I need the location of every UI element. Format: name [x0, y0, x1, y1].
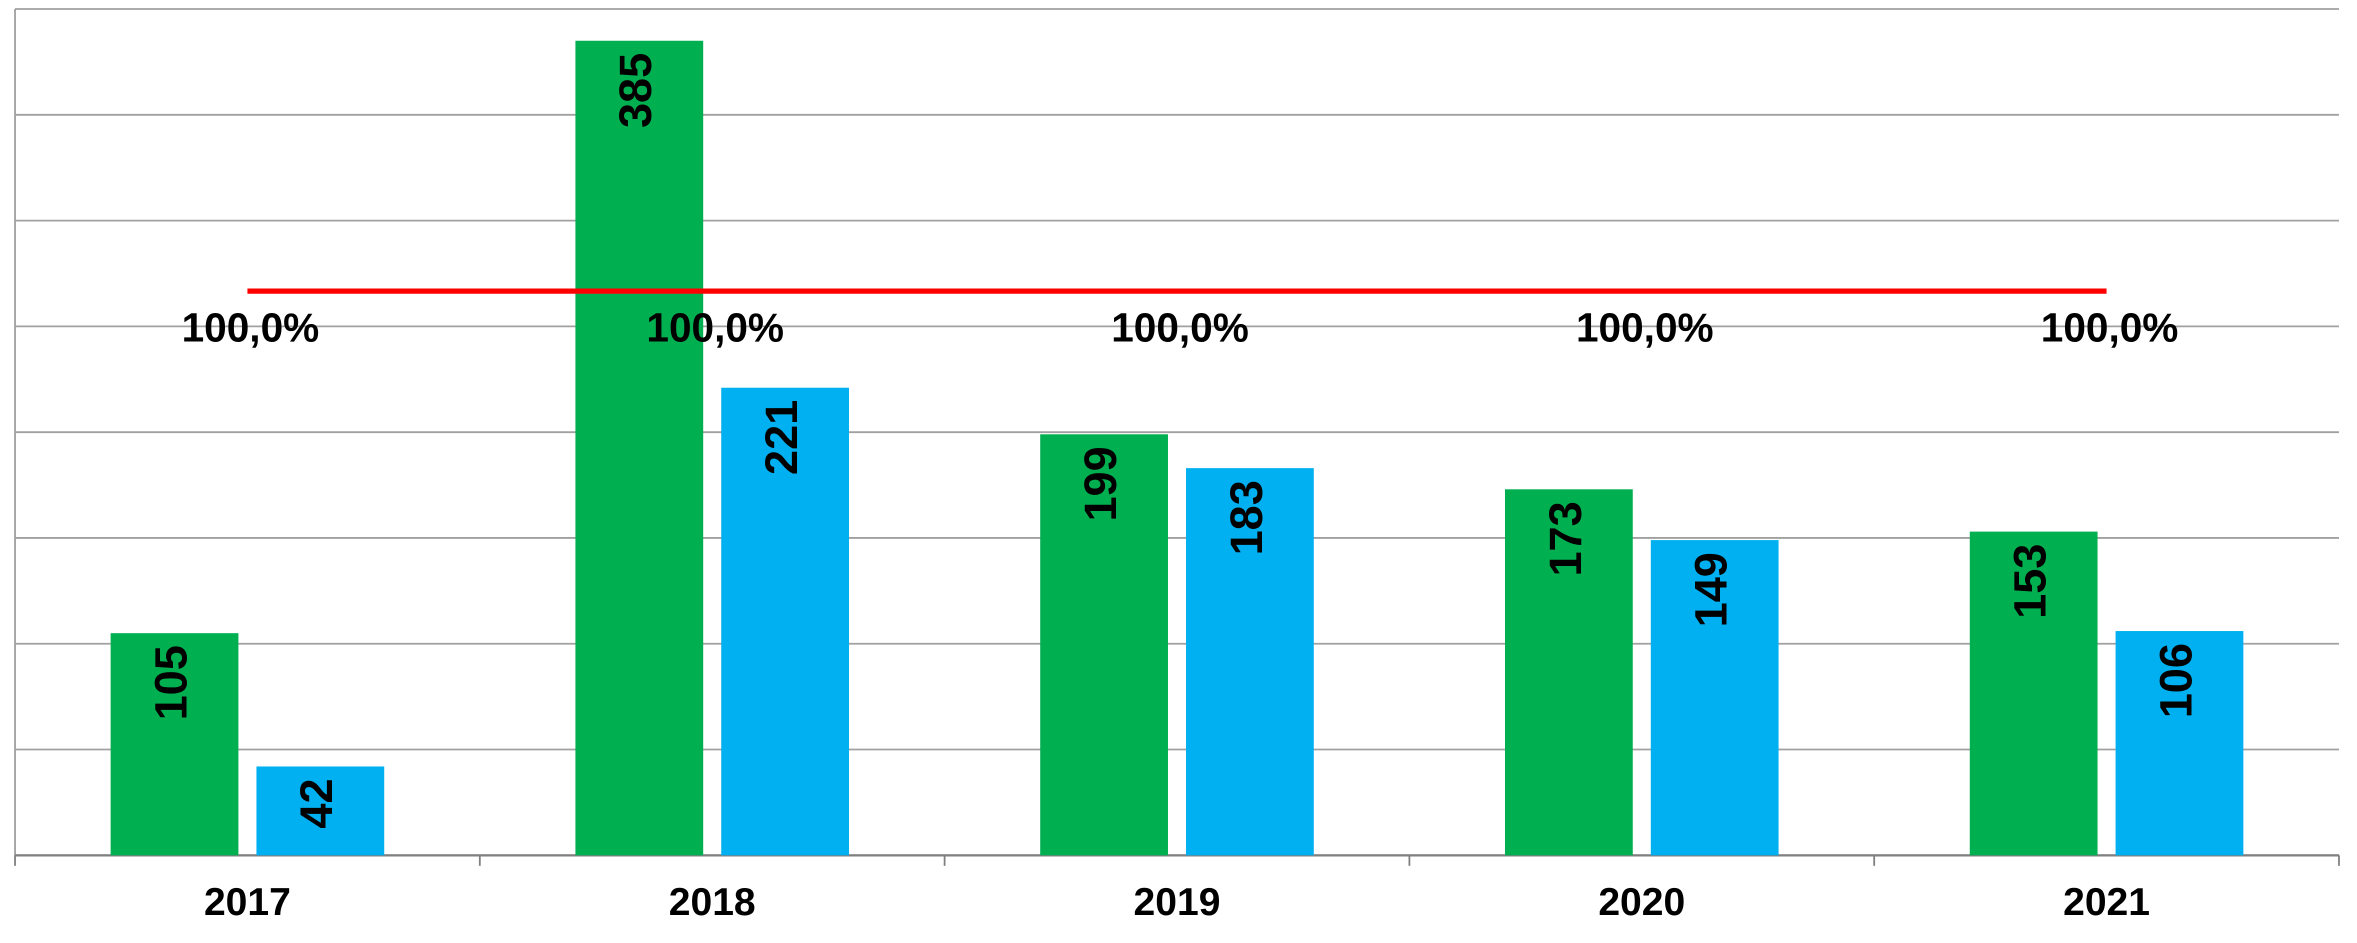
- bar-value-label: 42: [291, 778, 342, 828]
- x-tick-label: 2020: [1598, 881, 1685, 924]
- x-tick-label: 2018: [669, 881, 756, 924]
- bar: [1504, 489, 1633, 856]
- bar-value-label: 105: [145, 645, 196, 720]
- bar-value-label: 106: [2150, 643, 2201, 718]
- line-value-label: 100,0%: [2041, 304, 2179, 350]
- bar-value-label: 385: [610, 53, 661, 128]
- x-tick-label: 2021: [2063, 881, 2150, 924]
- bar: [256, 766, 385, 856]
- line-value-label: 100,0%: [1576, 304, 1714, 350]
- bar: [2115, 631, 2244, 856]
- bar: [1650, 540, 1779, 856]
- bar: [1969, 531, 2098, 856]
- bar: [575, 40, 704, 856]
- bar-value-label: 149: [1686, 552, 1737, 627]
- bar: [721, 387, 850, 856]
- bar-value-label: 153: [2005, 544, 2056, 619]
- bar: [1040, 434, 1168, 856]
- bar-value-label: 199: [1075, 446, 1126, 521]
- bar: [1186, 468, 1314, 856]
- line-value-label: 100,0%: [1111, 304, 1249, 350]
- bar-value-label: 183: [1221, 480, 1272, 555]
- bar: [110, 633, 239, 856]
- bar-value-label: 221: [756, 400, 807, 475]
- x-tick-label: 2017: [204, 881, 291, 924]
- line-value-label: 100,0%: [646, 304, 784, 350]
- line-value-label: 100,0%: [182, 304, 320, 350]
- x-tick-label: 2019: [1134, 881, 1221, 924]
- bar-value-label: 173: [1540, 501, 1591, 576]
